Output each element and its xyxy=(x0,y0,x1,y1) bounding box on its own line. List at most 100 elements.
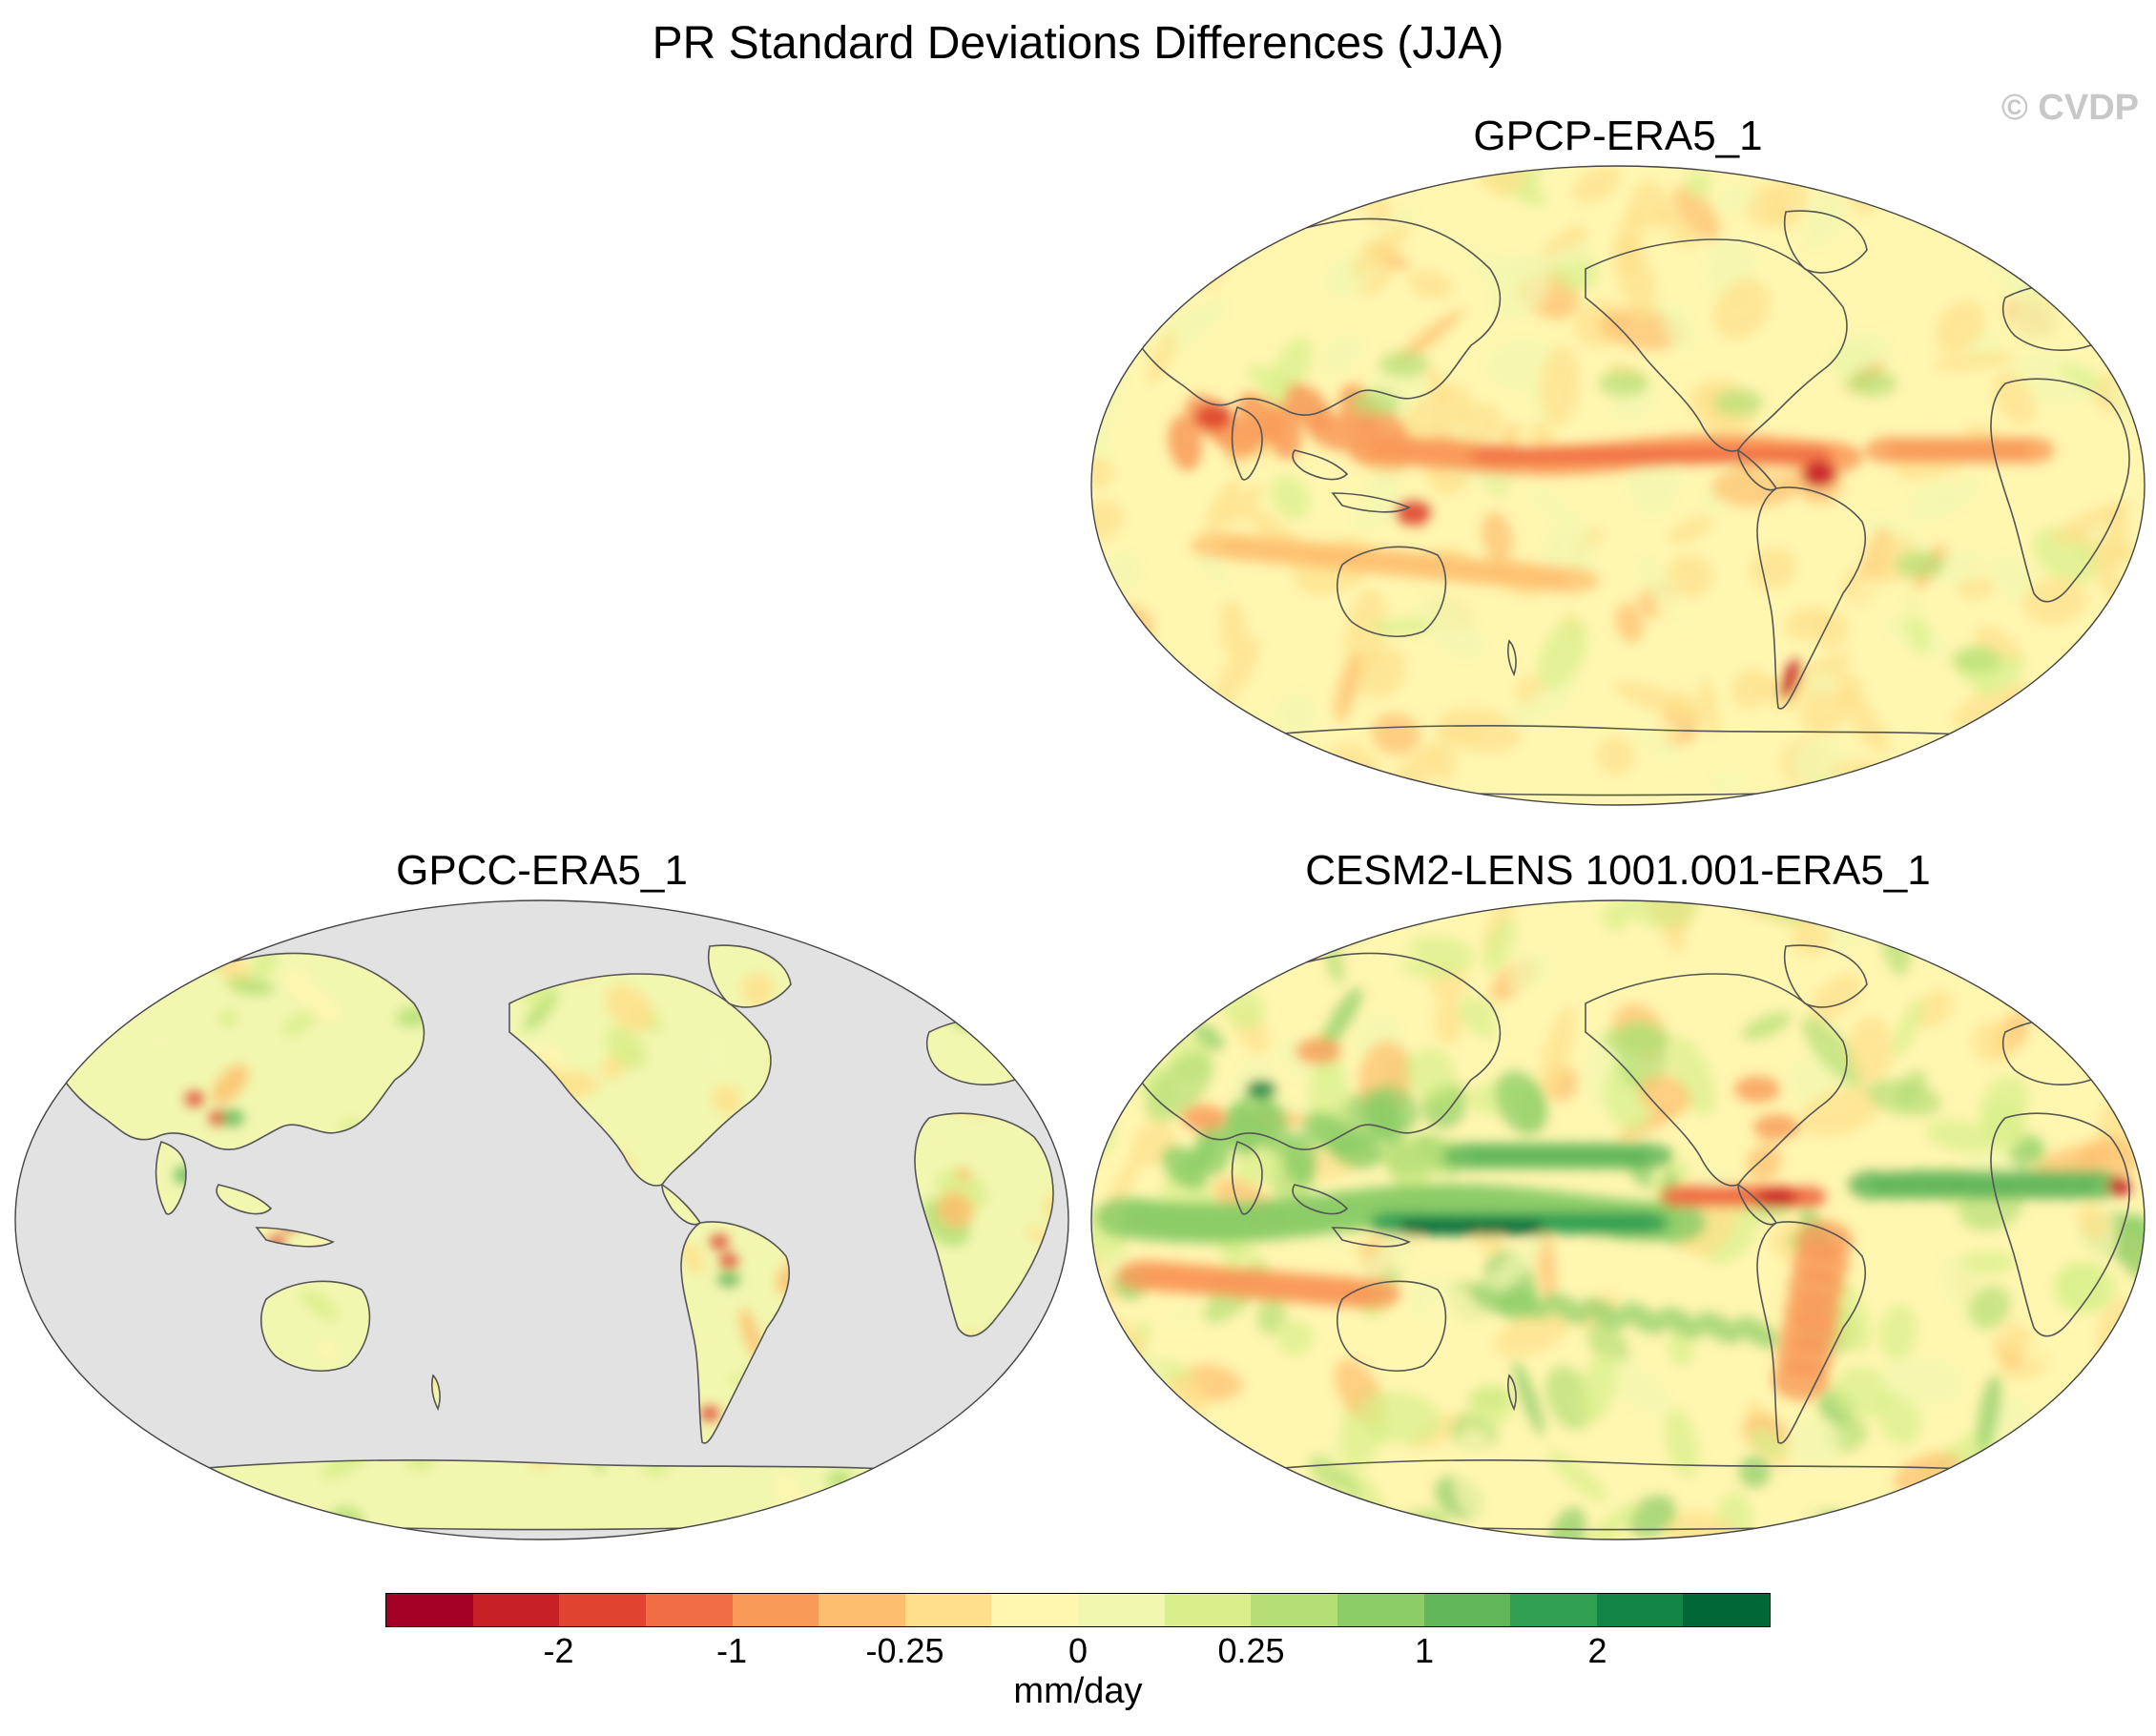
field-patch xyxy=(1666,554,1713,598)
field-patch xyxy=(301,1289,339,1321)
field-patch xyxy=(1996,1327,2033,1360)
field-patch xyxy=(19,1437,43,1481)
field-patch xyxy=(1405,1048,1455,1098)
field-patch xyxy=(1925,1119,1998,1154)
field-patch xyxy=(1091,1355,1131,1392)
field-patch xyxy=(2038,702,2087,731)
field-patch xyxy=(1940,764,2001,805)
field-patch xyxy=(1793,446,1832,464)
field-patch xyxy=(937,1191,974,1229)
field-patch xyxy=(1848,1016,1894,1084)
field-patch xyxy=(91,1412,121,1439)
field-patch xyxy=(1482,654,1508,685)
field-patch xyxy=(1176,692,1207,709)
field-patch xyxy=(1641,1201,1706,1244)
field-patch xyxy=(1330,1133,1383,1169)
field-patch xyxy=(1177,174,1250,218)
field-patch xyxy=(2107,1492,2145,1540)
field-patch xyxy=(2070,913,2117,954)
field-patch xyxy=(296,985,342,1022)
field-patch xyxy=(1204,477,1242,534)
field-patch xyxy=(1091,1044,1117,1083)
field-patch xyxy=(2044,717,2086,753)
field-patch xyxy=(1162,230,1192,260)
copyright-watermark: © CVDP xyxy=(2001,88,2139,128)
field-patch xyxy=(295,1510,317,1530)
field-patch xyxy=(1696,1312,1742,1344)
coastline xyxy=(255,1227,335,1248)
field-patch xyxy=(1201,178,1243,229)
map-border xyxy=(14,899,1069,1540)
field-patch xyxy=(1668,515,1713,544)
field-patch xyxy=(1741,1011,1792,1041)
field-patch xyxy=(1303,166,1363,186)
coastline xyxy=(1737,1183,1778,1226)
field-patch xyxy=(2063,648,2112,688)
field-patch xyxy=(1266,403,1302,460)
field-patch xyxy=(1638,1074,1691,1116)
field-patch xyxy=(1111,407,1149,486)
field-patch xyxy=(1471,1383,1514,1426)
field-patch xyxy=(1091,1361,1137,1410)
field-patch xyxy=(1526,484,1590,539)
field-patch xyxy=(1538,619,1587,690)
colorbar-swatch xyxy=(559,1594,646,1626)
panel-title-gpcc: GPCC-ERA5_1 xyxy=(396,847,688,894)
field-patch xyxy=(1802,461,1836,487)
coastline xyxy=(1507,639,1517,677)
field-patch xyxy=(1431,185,1466,224)
field-patch xyxy=(1350,224,1410,278)
field-patch xyxy=(710,1234,729,1250)
colorbar-swatch xyxy=(732,1594,819,1626)
field-patch xyxy=(1977,1374,2002,1452)
field-patch xyxy=(1366,1093,1404,1147)
field-patch xyxy=(1173,983,1203,1012)
coastline xyxy=(1231,405,1263,481)
field-patch xyxy=(52,1037,71,1065)
field-patch xyxy=(1129,175,1189,213)
field-patch xyxy=(1811,973,1862,1021)
coastline xyxy=(1990,378,2130,603)
field-patch xyxy=(1428,739,1457,782)
field-patch xyxy=(1149,1320,1191,1360)
field-patch xyxy=(1755,1189,1797,1207)
field-patch xyxy=(2053,1262,2106,1314)
field-patch xyxy=(1825,366,1869,444)
field-patch xyxy=(2083,681,2122,724)
field-patch xyxy=(1582,1297,1627,1330)
coastline xyxy=(1507,1374,1517,1412)
field-patch xyxy=(185,911,225,929)
field-patch xyxy=(1408,270,1453,300)
field-patch xyxy=(212,1064,249,1105)
field-patch xyxy=(1709,770,1745,794)
field-patch xyxy=(1114,627,1142,671)
field-patch xyxy=(1622,900,1698,929)
field-patch xyxy=(1786,1185,1828,1208)
field-patch xyxy=(144,1519,185,1530)
field-patch xyxy=(316,1340,340,1360)
field-patch xyxy=(52,1023,56,1043)
colorbar-swatch xyxy=(386,1594,473,1626)
field-patch xyxy=(1091,457,1113,489)
field-patch xyxy=(1167,712,1234,744)
field-patch xyxy=(1872,779,1923,805)
field-patch xyxy=(1673,186,1721,240)
map-border xyxy=(1090,899,2146,1540)
field-patch xyxy=(1791,739,1851,784)
field-patch xyxy=(1923,1518,1958,1540)
coastline xyxy=(914,1112,1054,1337)
field-patch xyxy=(1513,1220,1544,1235)
field-patch xyxy=(1161,1145,1209,1189)
field-patch xyxy=(1274,692,1316,735)
field-patch xyxy=(1339,1278,1400,1310)
field-patch xyxy=(1398,384,1472,447)
field-patch xyxy=(1506,682,1577,728)
field-patch xyxy=(1833,1367,1893,1418)
field-patch xyxy=(13,1512,52,1541)
coastline xyxy=(1783,944,1868,1008)
field-patch xyxy=(1750,548,1797,590)
field-patch xyxy=(2046,167,2087,207)
field-patch xyxy=(1489,1493,1552,1536)
coastline xyxy=(155,1140,187,1215)
field-patch xyxy=(1005,1405,1046,1447)
